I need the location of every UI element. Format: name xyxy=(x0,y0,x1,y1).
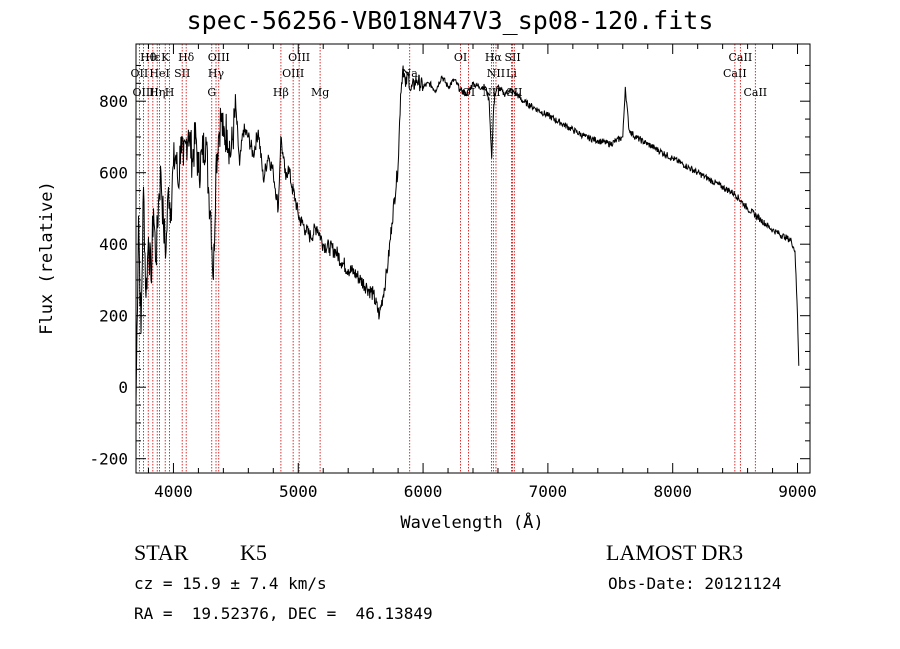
line-annotation-label: OI xyxy=(462,86,475,99)
line-annotation-label: Hδ xyxy=(178,51,195,64)
chart-title: spec-56256-VB018N47V3_sp08-120.fits xyxy=(186,6,714,35)
x-tick-label: 5000 xyxy=(279,482,318,501)
star-class: STAR xyxy=(134,540,189,565)
y-tick-label: -200 xyxy=(89,450,128,469)
x-tick-label: 7000 xyxy=(529,482,568,501)
spectral-subclass: K5 xyxy=(240,540,267,565)
line-annotations: Hθ OII OIII Hε HeI Hη K SII H Hδ OIII Hγ G Hβ OIII OIII… xyxy=(131,51,768,99)
line-annotation-label: SII xyxy=(504,51,520,64)
line-annotation-label: OI xyxy=(454,51,467,64)
plot-frame xyxy=(135,43,811,474)
y-tick-label: 200 xyxy=(99,307,128,326)
line-annotation-label: SII xyxy=(506,86,522,99)
line-annotation-label: OIII xyxy=(132,86,154,99)
y-tick-label: 400 xyxy=(99,235,128,254)
line-annotation-label: Hε xyxy=(145,51,161,64)
line-annotation-label: CaII xyxy=(723,67,747,80)
line-annotation-label: SII xyxy=(174,67,190,80)
x-tick-label: 4000 xyxy=(154,482,193,501)
coordinates-readout: RA = 19.52376, DEC = 46.13849 xyxy=(134,604,433,623)
line-annotation-label: OIII xyxy=(208,51,230,64)
line-annotation-label: OIII xyxy=(282,67,304,80)
line-annotation-label: H xyxy=(165,86,175,99)
line-annotation-label: G xyxy=(207,86,216,99)
survey-name: LAMOST DR3 xyxy=(606,540,744,565)
line-annotation-label: Hβ xyxy=(273,86,289,99)
x-axis-label: Wavelength (Å) xyxy=(400,511,543,533)
redshift-readout: cz = 15.9 ± 7.4 km/s xyxy=(134,574,327,593)
line-annotation-label: OIII xyxy=(288,51,310,64)
x-tick-label: 9000 xyxy=(778,482,817,501)
x-tick-label: 8000 xyxy=(653,482,692,501)
emission-line-markers xyxy=(138,44,756,473)
line-annotation-label: HeI xyxy=(149,67,169,80)
x-tick-label: 6000 xyxy=(404,482,443,501)
line-annotation-label: Hγ xyxy=(208,67,225,80)
line-annotation-label: CaII xyxy=(729,51,753,64)
axis-ticks: 4000 5000 6000 7000 8000 9000 -200 0 200 400 600 80… xyxy=(89,44,817,501)
y-tick-label: 0 xyxy=(118,378,128,397)
line-annotation-label: NII xyxy=(482,86,500,99)
line-annotation-label: Hη xyxy=(149,86,165,99)
y-tick-label: 800 xyxy=(99,92,128,111)
line-annotation-label: CaII xyxy=(743,86,767,99)
y-axis-label: Flux (relative) xyxy=(37,181,57,335)
line-annotation-label: Hα xyxy=(485,51,503,64)
line-annotation-label: Li xyxy=(506,67,517,80)
line-annotation-label: Hθ xyxy=(140,51,157,64)
observation-date: Obs-Date: 20121124 xyxy=(608,574,782,593)
line-annotation-label: Na xyxy=(402,67,419,80)
line-annotation-label: K xyxy=(161,51,170,64)
spectrum-line xyxy=(135,65,800,406)
line-annotation-label: Mg xyxy=(311,86,329,99)
line-annotation-label: OII xyxy=(131,67,149,80)
line-annotation-label: NII xyxy=(487,67,505,80)
y-tick-label: 600 xyxy=(99,164,128,183)
